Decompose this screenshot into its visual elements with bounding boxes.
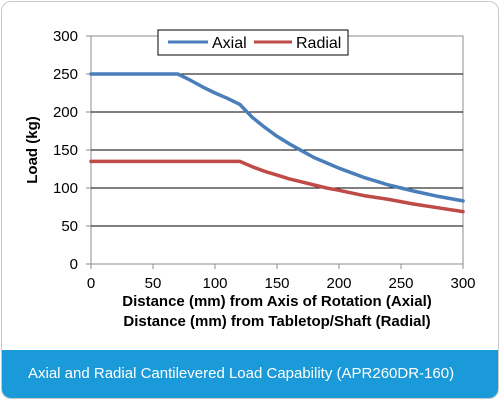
y-tick-label-100: 100 [53,180,78,197]
x-tick-label-150: 150 [264,275,289,292]
x-tick-label-0: 0 [87,275,95,292]
x-axis-label-line-1: Distance (mm) from Axis of Rotation (Axi… [122,293,431,310]
legend: Axial Radial [157,29,349,56]
x-tick-label-200: 200 [326,275,351,292]
x-tick-label-100: 100 [202,275,227,292]
y-tick-label-50: 50 [61,218,78,235]
x-tick-label-50: 50 [145,275,162,292]
x-axis-label-line-2: Distance (mm) from Tabletop/Shaft (Radia… [123,313,430,330]
y-tick-label-150: 150 [53,142,78,159]
y-tick-label-200: 200 [53,104,78,121]
y-tick-label-300: 300 [53,28,78,45]
y-tick-label-250: 250 [53,66,78,83]
chart: 0 50 100 150 200 250 300 0 50 100 150 200 250 300 Loa… [24,28,476,330]
series-line-radial [89,159,465,214]
x-tick-label-300: 300 [450,275,475,292]
series-line-axial [89,72,465,203]
legend-label-axial: Axial [212,35,247,52]
y-tick-label-0: 0 [70,256,78,273]
series-lines [89,72,465,214]
x-tick-label-250: 250 [388,275,413,292]
legend-label-radial: Radial [296,35,341,52]
chart-caption: Axial and Radial Cantilevered Load Capab… [2,350,498,398]
y-axis-label: Load (kg) [24,116,41,184]
axis-ticks: 0 50 100 150 200 250 300 0 50 100 150 200 250 300 [53,28,476,292]
